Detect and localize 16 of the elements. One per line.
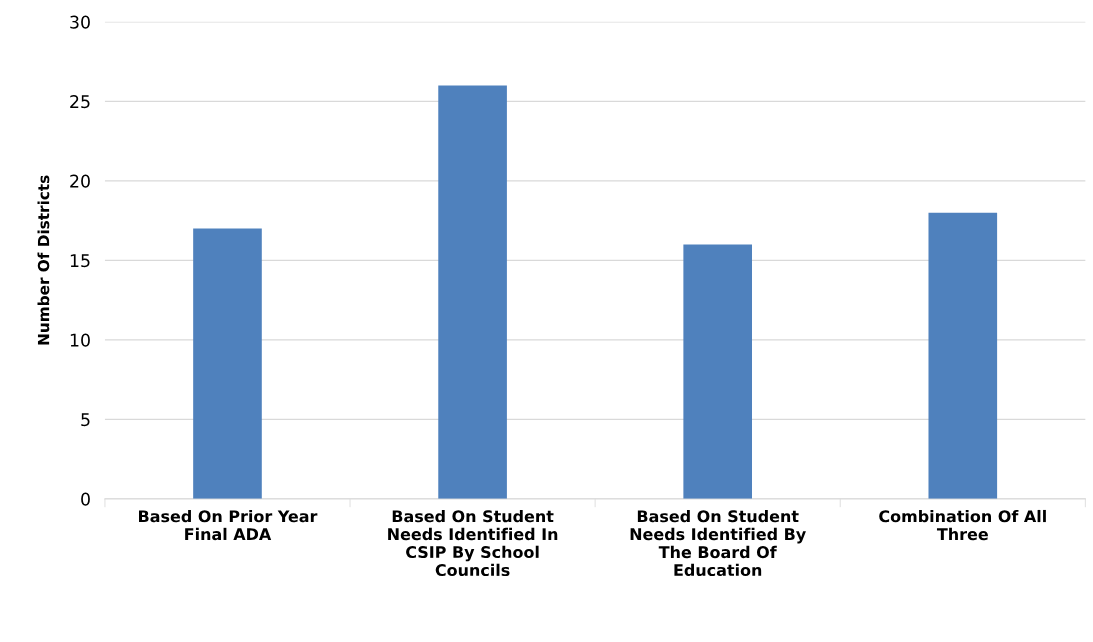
x-tick-label: Based On Student Needs Identified In CSIP By School Councils	[388, 509, 558, 577]
bar	[193, 228, 262, 499]
y-tick-label: 0	[81, 492, 90, 506]
y-tick-label: 15	[70, 254, 90, 268]
bar	[928, 212, 998, 499]
y-tick-label: 30	[70, 15, 90, 29]
x-tick-label: Based On Prior Year Final ADA	[139, 509, 318, 541]
bar	[438, 85, 507, 499]
y-tick-label: 10	[70, 333, 90, 347]
x-tick-label: Based On Student Needs Identified By The Board Of Education	[630, 509, 806, 577]
y-tick-label: 20	[70, 174, 90, 188]
y-tick-label: 25	[70, 95, 90, 109]
bar	[683, 244, 753, 499]
x-tick-label: Combination Of All Three	[879, 509, 1046, 541]
y-axis-title: Number Of Districts	[37, 175, 50, 345]
y-tick-label: 5	[81, 413, 90, 427]
